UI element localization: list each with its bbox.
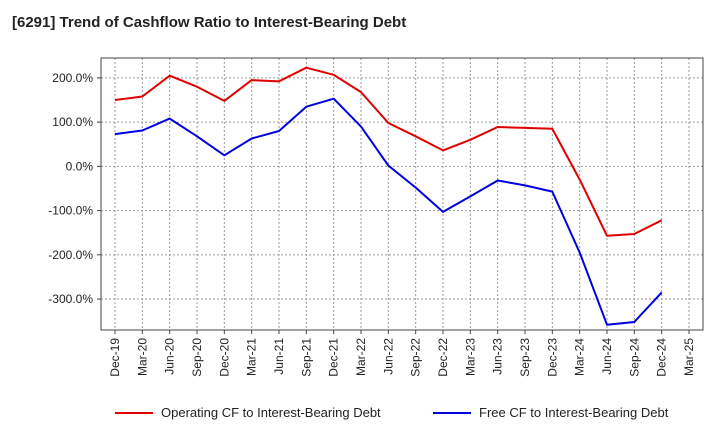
chart-title: [6291] Trend of Cashflow Ratio to Intere… bbox=[12, 14, 407, 31]
x-tick-label: Sep-24 bbox=[627, 338, 641, 377]
x-tick-label: Mar-22 bbox=[354, 338, 368, 376]
x-tick-label: Dec-20 bbox=[217, 338, 231, 377]
x-tick-label: Jun-22 bbox=[381, 338, 395, 375]
y-tick-label: 200.0% bbox=[52, 71, 93, 85]
x-tick-label: Mar-20 bbox=[135, 338, 149, 376]
legend-label-free-cf: Free CF to Interest-Bearing Debt bbox=[479, 405, 669, 420]
legend-swatch-operating-cf bbox=[115, 411, 153, 414]
x-tick-label: Jun-21 bbox=[272, 338, 286, 375]
y-tick-label: 0.0% bbox=[66, 159, 94, 173]
series-line-free-cf bbox=[114, 97, 663, 326]
x-tick-label: Sep-22 bbox=[409, 338, 423, 377]
x-tick-label: Dec-21 bbox=[327, 338, 341, 377]
x-tick-label: Jun-20 bbox=[163, 338, 177, 375]
x-tick-label: Sep-23 bbox=[518, 338, 532, 377]
y-tick-label: -200.0% bbox=[48, 248, 93, 262]
x-tick-label: Dec-19 bbox=[108, 338, 122, 377]
x-tick-label: Dec-23 bbox=[545, 338, 559, 377]
x-tick-label: Jun-23 bbox=[491, 338, 505, 375]
x-tick-label: Mar-21 bbox=[245, 338, 259, 376]
series-line-operating-cf bbox=[114, 66, 663, 237]
series-lines bbox=[114, 66, 663, 326]
x-tick-label: Mar-25 bbox=[682, 338, 696, 376]
x-tick-label: Jun-24 bbox=[600, 338, 614, 375]
x-tick-label: Mar-24 bbox=[573, 338, 587, 376]
x-tick-label: Sep-20 bbox=[190, 338, 204, 377]
legend-label-operating-cf: Operating CF to Interest-Bearing Debt bbox=[161, 405, 381, 420]
y-tick-label: -300.0% bbox=[48, 292, 93, 306]
x-tick-label: Mar-23 bbox=[463, 338, 477, 376]
y-tick-label: -100.0% bbox=[48, 204, 93, 218]
legend-swatch-free-cf bbox=[433, 411, 471, 414]
legend-item-free-cf: Free CF to Interest-Bearing Debt bbox=[433, 405, 668, 420]
grid bbox=[101, 58, 703, 330]
plot-frame bbox=[100, 57, 704, 331]
legend-item-operating-cf: Operating CF to Interest-Bearing Debt bbox=[115, 405, 381, 420]
y-tick-label: 100.0% bbox=[52, 115, 93, 129]
axes: Dec-19 Mar-20 Jun-20 Sep-20 Dec-20 Mar-21 Jun-… bbox=[48, 57, 704, 377]
x-tick-label: Sep-21 bbox=[299, 338, 313, 377]
x-tick-label: Dec-24 bbox=[655, 338, 669, 377]
x-tick-label: Dec-22 bbox=[436, 338, 450, 377]
